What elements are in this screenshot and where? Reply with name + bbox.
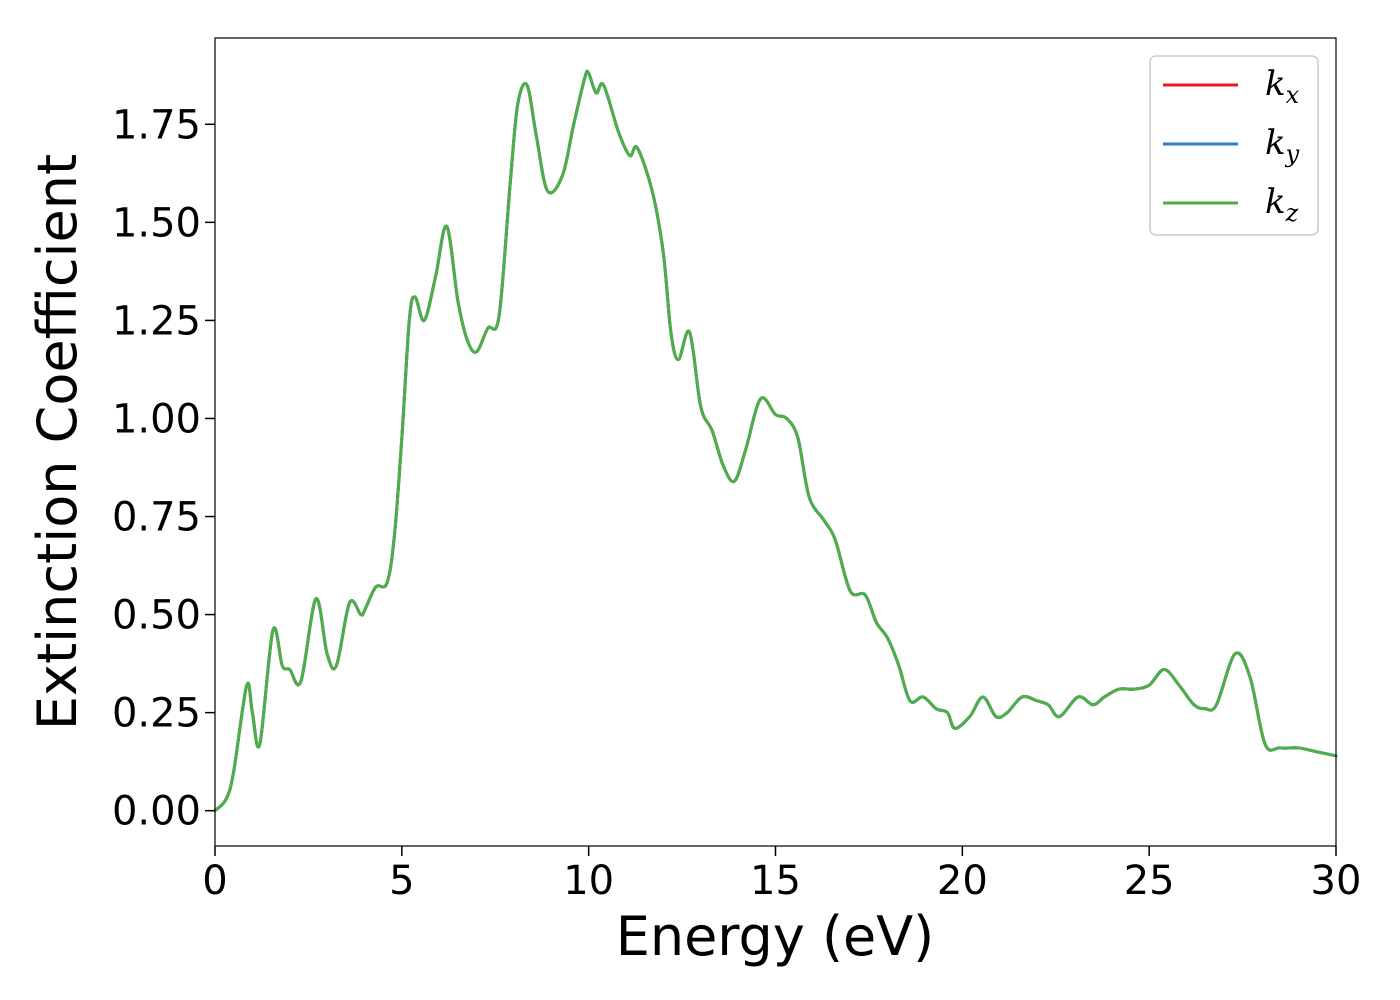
x-tick-label: 15	[750, 858, 801, 904]
x-tick-label: 25	[1124, 858, 1175, 904]
series-layer	[213, 69, 1338, 813]
y-tick-label: 1.00	[112, 396, 201, 442]
x-axis: 0 5 10 15 20 25 30	[202, 846, 1361, 904]
legend: kx ky kz	[1149, 55, 1319, 236]
x-tick-label: 0	[202, 858, 227, 904]
y-axis-title: Extinction Coefficient	[26, 154, 89, 730]
y-tick-label: 0.00	[112, 789, 201, 835]
legend-label-kz: kz	[1265, 182, 1299, 227]
x-tick-label: 20	[937, 858, 988, 904]
x-axis-title: Energy (eV)	[616, 905, 935, 968]
legend-label-ky: ky	[1265, 123, 1300, 168]
y-tick-label: 0.75	[112, 495, 201, 541]
x-tick-label: 10	[563, 858, 614, 904]
y-tick-label: 0.50	[112, 593, 201, 639]
legend-label-kx: kx	[1265, 64, 1300, 109]
y-tick-label: 1.75	[112, 102, 201, 148]
series-line-k-z	[213, 69, 1338, 813]
y-tick-label: 0.25	[112, 691, 201, 737]
y-axis: 0.00 0.25 0.50 0.75 1.00 1.25 1.50 1.75	[112, 102, 215, 835]
y-tick-label: 1.50	[112, 200, 201, 246]
y-tick-label: 1.25	[112, 298, 201, 344]
x-tick-label: 5	[389, 858, 414, 904]
x-tick-label: 30	[1311, 858, 1362, 904]
